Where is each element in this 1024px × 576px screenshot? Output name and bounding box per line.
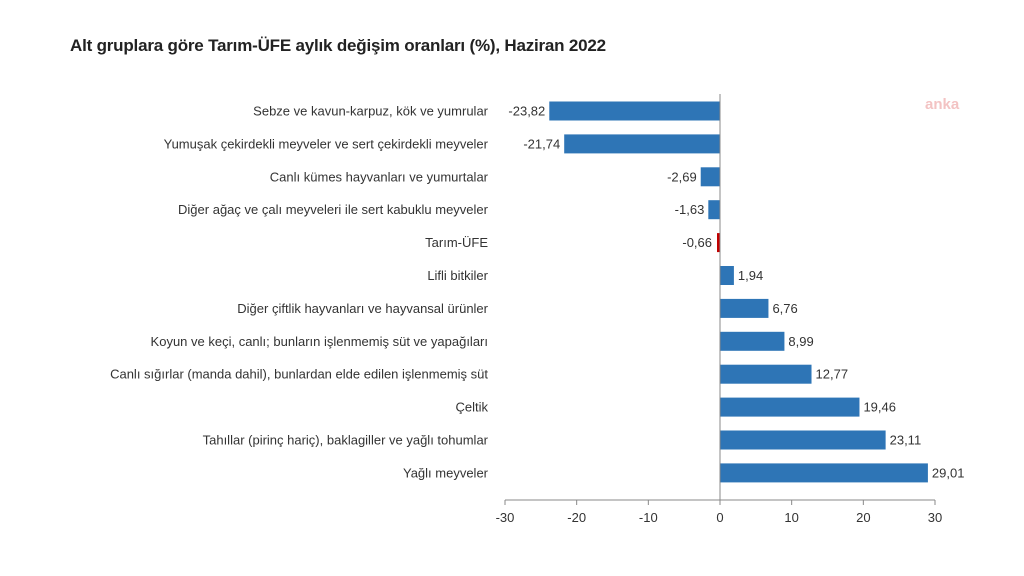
value-label: 23,11 xyxy=(890,433,922,448)
bars-layer xyxy=(549,101,928,483)
x-tick-label: 10 xyxy=(784,510,798,525)
bar-2 xyxy=(700,167,720,187)
category-label: Sebze ve kavun-karpuz, kök ve yumrular xyxy=(253,104,488,119)
bar-4 xyxy=(717,233,720,253)
bar-3 xyxy=(708,200,720,220)
category-label: Koyun ve keçi, canlı; bunların işlenmemi… xyxy=(151,334,488,349)
bar-1 xyxy=(564,134,720,154)
value-label: -23,82 xyxy=(508,104,545,119)
value-label: 12,77 xyxy=(816,367,849,382)
category-label: Çeltik xyxy=(455,400,488,415)
value-label: 1,94 xyxy=(738,268,763,283)
value-label: -21,74 xyxy=(523,136,560,151)
value-label: 6,76 xyxy=(772,301,797,316)
value-label: 8,99 xyxy=(788,334,813,349)
x-tick-label: 20 xyxy=(856,510,870,525)
bar-0 xyxy=(549,101,720,121)
category-label: Tarım-ÜFE xyxy=(425,235,488,250)
bar-11 xyxy=(720,463,928,483)
value-label: 19,46 xyxy=(863,400,896,415)
category-labels-layer: Sebze ve kavun-karpuz, kök ve yumrular Yu… xyxy=(110,104,489,481)
value-labels-layer: -23,82 -21,74 -2,69 -1,63 -0,66 1,94 6,76 8,99 1… xyxy=(508,104,964,481)
category-label: Canlı kümes hayvanları ve yumurtalar xyxy=(270,169,489,184)
watermark-logo: anka xyxy=(925,96,960,113)
category-label: Lifli bitkiler xyxy=(427,268,488,283)
value-label: -0,66 xyxy=(682,235,712,250)
category-label: Yumuşak çekirdekli meyveler ve sert çeki… xyxy=(164,136,489,151)
x-axis: -30 -20 -10 0 10 20 30 xyxy=(496,94,942,525)
bar-6 xyxy=(720,298,769,318)
value-label: -2,69 xyxy=(667,169,697,184)
category-label: Yağlı meyveler xyxy=(403,465,489,480)
x-tick-label: 0 xyxy=(716,510,723,525)
bar-8 xyxy=(720,364,812,384)
category-label: Canlı sığırlar (manda dahil), bunlardan … xyxy=(110,367,488,382)
bar-9 xyxy=(720,397,860,417)
category-label: Tahıllar (pirinç hariç), baklagiller ve … xyxy=(203,433,489,448)
value-label: -1,63 xyxy=(675,202,705,217)
bar-7 xyxy=(720,331,785,351)
x-tick-label: -30 xyxy=(496,510,515,525)
bar-5 xyxy=(720,266,734,285)
category-label: Diğer ağaç ve çalı meyveleri ile sert ka… xyxy=(178,202,489,217)
chart-title: Alt gruplara göre Tarım-ÜFE aylık değişi… xyxy=(70,36,606,55)
x-tick-label: 30 xyxy=(928,510,942,525)
x-tick-label: -20 xyxy=(567,510,586,525)
x-tick-label: -10 xyxy=(639,510,658,525)
category-label: Diğer çiftlik hayvanları ve hayvansal ür… xyxy=(237,301,488,316)
bar-10 xyxy=(720,430,886,450)
value-label: 29,01 xyxy=(932,465,965,480)
